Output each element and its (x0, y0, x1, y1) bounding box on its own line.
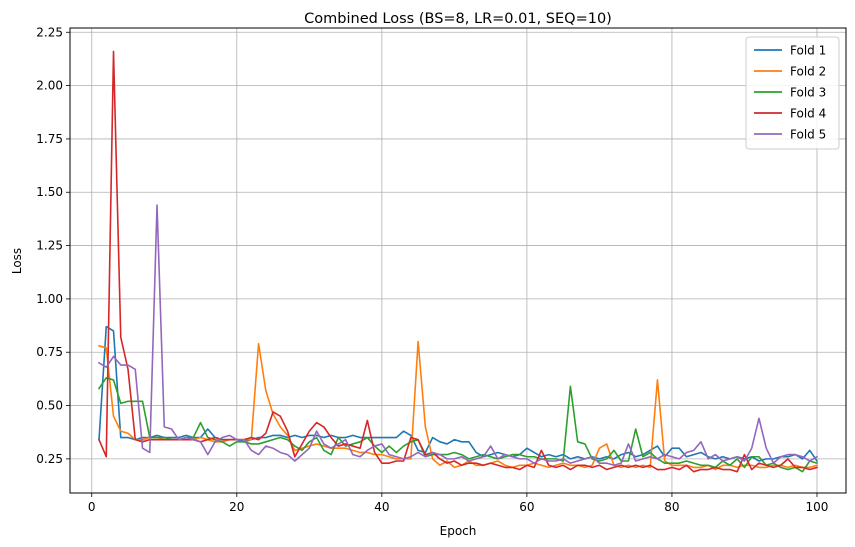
x-axis-ticks: 0 20 40 60 80 100 (88, 493, 829, 514)
y-tick-label: 1.75 (36, 132, 63, 146)
legend: Fold 1 Fold 2 Fold 3 Fold 4 Fold 5 (745, 36, 840, 150)
x-tick-label: 20 (229, 500, 244, 514)
legend-label: Fold 5 (790, 128, 826, 142)
legend-label: Fold 1 (790, 44, 826, 58)
series-line-fold-5 (97, 204, 819, 467)
series-line-fold-4 (97, 50, 818, 473)
y-tick-label: 2.00 (36, 79, 63, 93)
legend-label: Fold 3 (790, 86, 826, 100)
y-tick-label: 0.75 (36, 345, 63, 359)
series-line-fold-2 (98, 340, 818, 471)
x-axis-label: Epoch (440, 524, 477, 538)
y-tick-label: 1.25 (36, 239, 63, 253)
y-axis-ticks: 0.25 0.50 0.75 1.00 1.25 1.50 1.75 2.00 2.25 (36, 25, 70, 466)
y-tick-label: 2.25 (36, 25, 63, 39)
y-axis-label: Loss (10, 248, 24, 274)
series-lines (97, 50, 819, 473)
chart-title: Combined Loss (BS=8, LR=0.01, SEQ=10) (304, 11, 612, 27)
y-tick-label: 1.00 (36, 292, 63, 306)
y-tick-label: 0.50 (36, 399, 63, 413)
y-tick-label: 1.50 (36, 185, 63, 199)
plot-area-frame (69, 27, 847, 494)
y-tick-label: 0.25 (36, 452, 63, 466)
grid-lines (70, 28, 846, 493)
x-tick-label: 0 (88, 500, 96, 514)
legend-frame (745, 36, 840, 150)
x-tick-label: 40 (374, 500, 389, 514)
x-tick-label: 60 (519, 500, 534, 514)
legend-label: Fold 2 (790, 65, 826, 79)
x-tick-label: 80 (664, 500, 679, 514)
x-tick-label: 100 (806, 500, 829, 514)
legend-label: Fold 4 (790, 107, 826, 121)
series-line-fold-3 (97, 377, 818, 473)
